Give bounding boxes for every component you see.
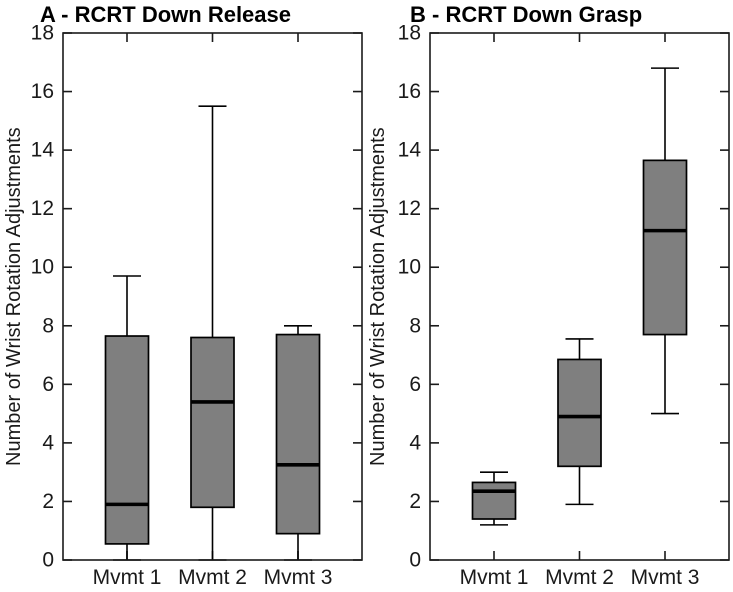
y-tick-label: 2 [409,490,421,513]
y-tick-label: 8 [42,314,54,337]
box [557,358,602,468]
panel-a-title: A - RCRT Down Release [40,2,292,27]
y-tick-label: 12 [398,197,421,220]
plot-frame [429,32,730,561]
category-label: Mvmt 2 [178,566,247,589]
panel-a-plot: 0 2 4 6 8 10 12 14 16 18 Mvmt 1 Mvmt 2 Mvmt 3 [31,22,363,589]
panel-b-title: B - RCRT Down Grasp [410,2,643,27]
y-tick-label: 18 [398,22,421,45]
y-tick-label: 6 [42,373,54,396]
y-tick-label: 4 [409,431,421,454]
box [471,481,517,520]
y-tick-label: 16 [31,80,54,103]
panel-b: B - RCRT Down Grasp Number of Wrist Rota… [367,0,733,592]
y-tick-label: 14 [398,139,422,162]
y-tick-label: 8 [409,314,421,337]
box [104,335,150,545]
box [642,159,688,336]
category-label: Mvmt 1 [93,566,162,589]
y-tick-label: 10 [31,256,54,279]
y-tick-label: 12 [31,197,54,220]
box [275,333,321,535]
box [190,336,235,509]
panel-b-plot: 0 2 4 6 8 10 12 14 16 18 Mvmt 1 Mvmt 2 Mvmt 3 [398,22,730,589]
y-tick-label: 6 [409,373,421,396]
category-label: Mvmt 3 [631,566,700,589]
y-tick-label: 0 [409,549,421,572]
y-tick-label: 10 [398,256,421,279]
y-tick-label: 4 [42,431,54,454]
y-tick-label: 16 [398,80,421,103]
panel-a: A - RCRT Down Release Number of Wrist Ro… [0,0,366,592]
y-tick-label: 18 [31,22,54,45]
category-label: Mvmt 3 [264,566,333,589]
plot-frame [62,32,363,561]
y-tick-label: 0 [42,549,54,572]
category-label: Mvmt 1 [460,566,529,589]
category-label: Mvmt 2 [545,566,614,589]
y-tick-label: 14 [31,139,55,162]
y-tick-label: 2 [42,490,54,513]
